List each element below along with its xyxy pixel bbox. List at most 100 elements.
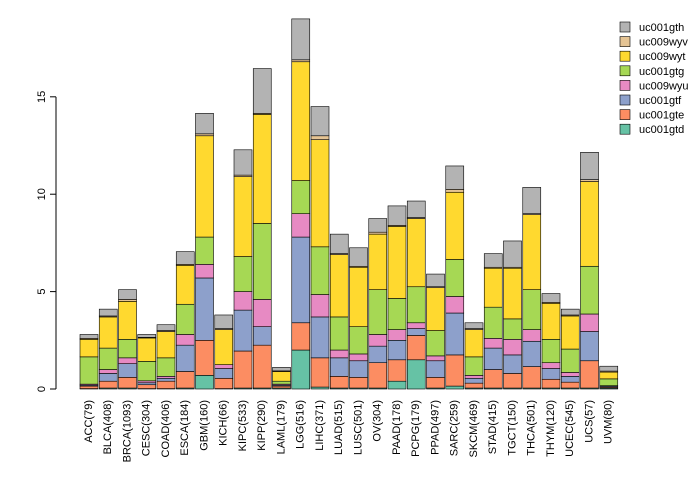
bar-segment [387,359,407,382]
bar-segment [156,331,176,359]
bar-segment [406,328,426,336]
legend-swatch [619,123,631,135]
x-tick-label: LUSC(501) [352,400,364,455]
bar-segment [599,365,619,372]
bar-segment [118,363,137,378]
bars-layer [79,18,619,390]
bar-segment [387,329,407,341]
y-tick-label: 5 [36,289,48,295]
legend-label: uc009wyv [639,37,688,49]
y-tick-label: 15 [36,91,48,103]
bar-segment [195,277,214,341]
bar-segment [272,371,291,382]
legend-swatch [619,36,631,47]
bar-segment [349,377,368,389]
bar-segment [118,357,137,364]
bar-segment [118,377,137,389]
bar-segment [137,384,157,389]
bar-segment [272,385,291,389]
bar-segment [541,368,561,380]
bar-segment [175,344,195,372]
bar-segment [368,218,388,233]
bar-stack-ESCA(184) [175,251,195,390]
bar-segment [426,355,445,362]
bar-stack-KIPP(290) [252,68,272,390]
legend-label: uc009wyt [639,51,685,63]
x-tick-label: PAAD(178) [391,400,403,455]
bar-segment [483,369,503,389]
bar-segment [156,377,176,382]
y-tick-label: 10 [36,188,48,200]
bar-segment [426,273,445,288]
bar-segment [291,180,311,214]
x-tick-label: BLCA(408) [102,400,114,454]
legend-swatch [619,50,631,62]
bar-segment [291,322,311,351]
bar-segment [541,302,561,340]
bar-segment [599,378,619,386]
bar-stack-STAD(415) [483,253,503,390]
x-axis: ACC(79) BLCA(408) BRCA(1093) CESC(304) COAD(… [83,400,615,462]
bar-segment [233,176,253,257]
bar-segment [195,135,214,238]
bar-segment [156,380,176,389]
bar-segment [175,371,195,389]
x-tick-label: BRCA(1093) [121,400,133,462]
bar-segment [252,68,272,114]
x-tick-label: LGG(516) [295,400,307,449]
legend-label: uc009wyu [639,80,689,92]
bar-segment [252,326,272,346]
bar-segment [503,240,522,268]
bar-segment [329,233,349,254]
bar-segment [560,376,580,383]
bar-segment [368,233,388,290]
bar-segment [98,308,118,317]
bar-segment [464,375,484,379]
bar-stack-PPAD(497) [426,273,445,390]
bar-segment [580,265,599,315]
bar-segment [406,322,426,329]
bar-stack-UCS(57) [580,152,599,390]
bar-segment [272,380,291,385]
x-tick-label: CESC(304) [141,400,153,456]
bar-segment [522,366,542,389]
bar-segment [387,298,407,330]
bar-stack-ACC(79) [79,334,99,390]
bar-stack-LUAD(515) [329,233,349,390]
bar-segment [252,223,272,300]
bar-stack-UVM(80) [599,365,619,390]
x-tick-label: PPAD(497) [429,400,441,455]
bar-segment [214,368,234,379]
bar-segment [175,303,195,335]
x-tick-label: ACC(79) [83,400,95,443]
x-tick-label: TGCT(150) [506,400,518,456]
bar-segment [387,205,407,226]
bar-segment [483,253,503,268]
legend-swatch [619,65,631,77]
bar-segment [541,362,561,369]
bar-segment [195,375,214,390]
bar-segment [310,357,330,388]
bar-stack-LUSC(501) [349,247,368,390]
bar-segment [560,315,580,350]
bar-segment [118,339,137,359]
bar-segment [349,247,368,267]
bar-segment [195,113,214,135]
bar-segment [406,286,426,324]
legend-item-uc001gtd: uc001gtd [619,123,684,136]
bar-segment [137,334,157,338]
bar-segment [580,360,599,389]
x-tick-label: LIHC(371) [314,400,326,451]
bar-segment [406,335,426,361]
bar-segment [79,385,99,389]
bar-segment [79,356,99,385]
bar-segment [349,326,368,355]
legend-item-uc001gth: uc001gth [619,21,684,34]
bar-segment [98,380,118,389]
bar-segment [368,345,388,364]
bar-segment [445,354,465,387]
bar-segment [580,313,599,332]
bar-segment [214,329,234,365]
bar-segment [464,356,484,376]
